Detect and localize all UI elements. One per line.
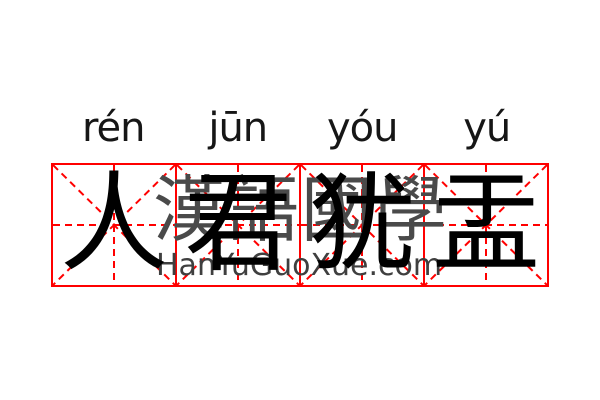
mizige-guides [53,165,175,285]
pinyin-label: yú [463,105,511,151]
watermark-site: HanYuGuoXue.com [156,248,443,283]
pinyin-label: jūn [208,105,268,151]
mizige-cell: 人 [53,165,177,285]
hanzi-character: 君 [183,162,292,287]
hanzi-character: 盂 [431,162,540,287]
watermark-cjk: 漢語國學 [153,168,450,252]
hanzi-character: 人 [59,162,168,287]
mizige-cell: 犹 [301,165,425,285]
mizige-cell: 君 [177,165,301,285]
mizige-guides [425,165,547,285]
pinyin-label: yóu [327,105,398,151]
mizige-cell: 盂 [425,165,547,285]
hanzi-character: 犹 [307,162,416,287]
mizige-grid: 人君犹盂 [51,163,549,287]
pinyin-row: rén jūn yóu yú [51,106,549,150]
mizige-guides [177,165,299,285]
pinyin-label: rén [81,105,146,151]
mizige-guides [301,165,423,285]
